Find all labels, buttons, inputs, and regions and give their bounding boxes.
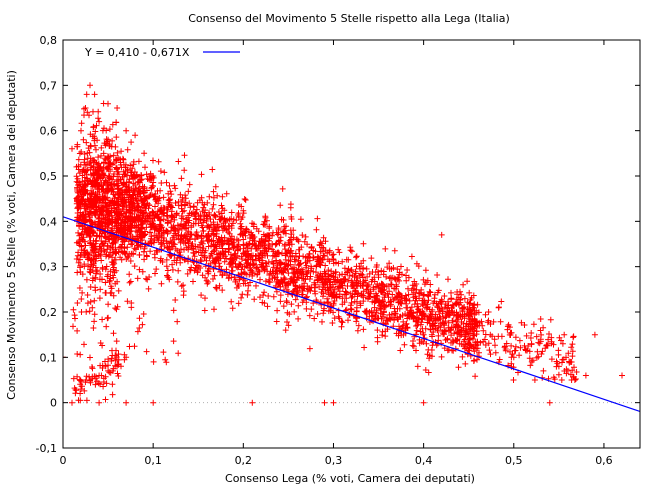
scatter-points — [63, 82, 625, 406]
y-tick-label: 0,4 — [40, 215, 58, 228]
legend-label: Y = 0,410 - 0,671X — [84, 46, 190, 59]
y-tick-label: 0,5 — [40, 170, 58, 183]
scatter-point-marks — [63, 82, 625, 406]
plot-area — [62, 39, 641, 449]
y-axis-label: Consenso Movimento 5 Stelle (% voti, Cam… — [5, 70, 18, 400]
x-tick-label: 0,5 — [505, 454, 523, 467]
y-tick-label: 0,6 — [40, 125, 58, 138]
x-tick-label: 0,1 — [144, 454, 162, 467]
x-tick-label: 0,3 — [325, 454, 343, 467]
x-tick-label: 0 — [60, 454, 67, 467]
y-tick-label: 0,7 — [40, 79, 58, 92]
y-tick-label: -0,1 — [36, 442, 57, 455]
legend: Y = 0,410 - 0,671X — [84, 46, 240, 59]
x-axis-ticks: 0 0,1 0,2 0,3 0,4 0,5 0,6 — [60, 40, 613, 467]
regression-line — [63, 216, 640, 413]
y-tick-label: 0 — [50, 397, 57, 410]
plot-frame — [62, 39, 641, 449]
x-tick-label: 0,6 — [595, 454, 613, 467]
x-tick-label: 0,2 — [235, 454, 253, 467]
y-tick-label: 0,3 — [40, 261, 58, 274]
y-axis-ticks: -0,1 0 0,1 0,2 0,3 0,4 0,5 0,6 0,7 0,8 — [36, 34, 640, 455]
x-axis-label: Consenso Lega (% voti, Camera dei deputa… — [225, 472, 475, 485]
x-tick-label: 0,4 — [415, 454, 433, 467]
y-tick-label: 0,2 — [40, 306, 58, 319]
chart-title: Consenso del Movimento 5 Stelle rispetto… — [188, 12, 510, 25]
y-tick-label: 0,8 — [40, 34, 58, 47]
y-tick-label: 0,1 — [40, 351, 58, 364]
